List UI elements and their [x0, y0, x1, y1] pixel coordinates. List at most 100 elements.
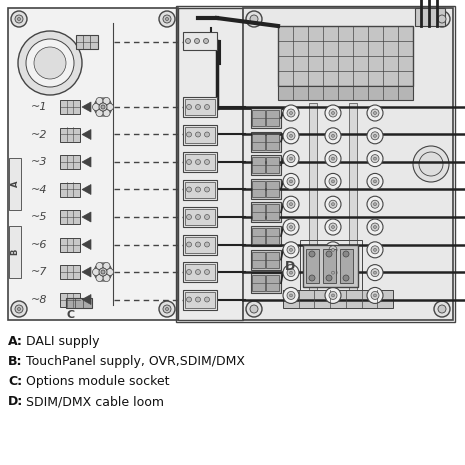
Circle shape: [283, 287, 299, 304]
Bar: [60, 182, 80, 197]
Bar: [266, 133, 279, 150]
Circle shape: [290, 248, 292, 251]
Circle shape: [290, 294, 292, 297]
Circle shape: [371, 154, 379, 163]
Bar: [283, 290, 393, 308]
Bar: [60, 210, 80, 224]
Circle shape: [332, 180, 334, 183]
Circle shape: [166, 18, 168, 20]
Circle shape: [373, 180, 377, 183]
Circle shape: [434, 301, 450, 317]
Circle shape: [332, 248, 334, 251]
Circle shape: [367, 151, 383, 166]
Circle shape: [332, 134, 334, 137]
Text: ~6: ~6: [31, 239, 47, 250]
Bar: [183, 262, 217, 282]
Circle shape: [99, 103, 107, 111]
Circle shape: [373, 226, 377, 228]
Circle shape: [367, 242, 383, 258]
Polygon shape: [82, 102, 91, 112]
Circle shape: [18, 18, 20, 20]
Bar: [278, 26, 413, 86]
Circle shape: [283, 242, 299, 258]
Circle shape: [186, 242, 192, 247]
Circle shape: [166, 307, 168, 311]
Bar: [183, 125, 217, 145]
Circle shape: [186, 270, 192, 274]
Text: C: C: [66, 310, 74, 320]
Bar: [251, 273, 281, 293]
Bar: [266, 110, 279, 126]
Circle shape: [367, 173, 383, 189]
Circle shape: [438, 305, 446, 313]
Circle shape: [290, 271, 292, 274]
Text: A: A: [11, 181, 20, 187]
Circle shape: [373, 271, 377, 274]
Circle shape: [329, 292, 337, 299]
Polygon shape: [82, 239, 91, 250]
Circle shape: [96, 110, 103, 117]
Bar: [183, 97, 217, 117]
Text: C:: C:: [8, 375, 22, 388]
Circle shape: [205, 132, 210, 137]
Bar: [252, 157, 265, 173]
Bar: [176, 6, 455, 322]
Circle shape: [195, 270, 200, 274]
Circle shape: [332, 294, 334, 297]
Bar: [66, 298, 92, 308]
Circle shape: [434, 11, 450, 27]
Bar: [252, 275, 265, 291]
Circle shape: [101, 105, 105, 109]
Circle shape: [103, 98, 110, 105]
Circle shape: [343, 251, 349, 257]
Circle shape: [163, 305, 171, 313]
Bar: [9, 226, 21, 278]
Bar: [266, 205, 279, 220]
Text: A:: A:: [8, 335, 23, 348]
Bar: [185, 237, 215, 252]
Circle shape: [283, 196, 299, 212]
Circle shape: [371, 269, 379, 277]
Bar: [323, 249, 336, 283]
Circle shape: [11, 11, 27, 27]
Circle shape: [438, 15, 446, 23]
Circle shape: [101, 270, 105, 274]
Circle shape: [195, 187, 200, 192]
Circle shape: [195, 242, 200, 247]
Bar: [178, 8, 243, 320]
Circle shape: [371, 132, 379, 140]
Circle shape: [283, 219, 299, 235]
Circle shape: [205, 297, 210, 302]
Bar: [185, 292, 215, 307]
Circle shape: [290, 226, 292, 228]
Text: ~5: ~5: [31, 212, 47, 222]
Circle shape: [371, 292, 379, 299]
Circle shape: [96, 274, 103, 282]
Circle shape: [195, 159, 200, 165]
Circle shape: [26, 39, 74, 87]
Circle shape: [287, 178, 295, 186]
Circle shape: [373, 112, 377, 114]
Circle shape: [371, 109, 379, 117]
Circle shape: [325, 265, 341, 281]
Circle shape: [325, 219, 341, 235]
Circle shape: [367, 287, 383, 304]
Text: Options module socket: Options module socket: [26, 375, 170, 388]
Polygon shape: [82, 294, 91, 305]
Circle shape: [419, 152, 443, 176]
Circle shape: [332, 203, 334, 206]
Circle shape: [325, 287, 341, 304]
Bar: [185, 209, 215, 225]
Circle shape: [332, 112, 334, 114]
Bar: [303, 245, 358, 287]
Bar: [9, 158, 21, 210]
Circle shape: [34, 47, 66, 79]
Circle shape: [287, 246, 295, 254]
Circle shape: [290, 157, 292, 160]
Circle shape: [332, 226, 334, 228]
Circle shape: [11, 301, 27, 317]
Circle shape: [373, 294, 377, 297]
Circle shape: [194, 39, 199, 44]
Circle shape: [413, 146, 449, 182]
Circle shape: [283, 265, 299, 281]
